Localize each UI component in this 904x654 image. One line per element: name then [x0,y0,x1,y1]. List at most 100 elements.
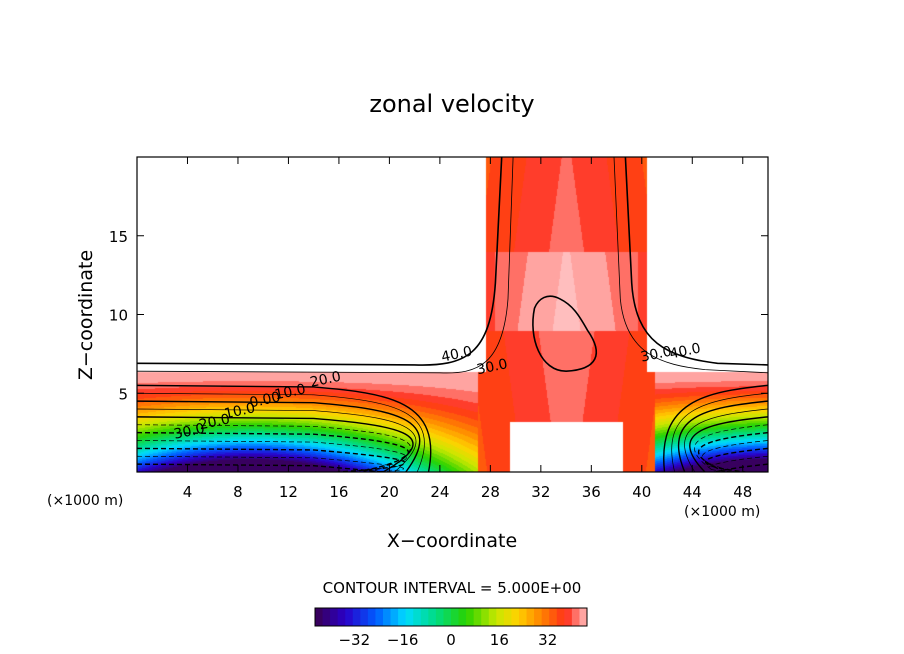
x-tick-label: 48 [733,483,752,501]
colorbar-level [398,608,406,626]
colorbar-level [496,608,505,626]
contour-lines [137,157,768,472]
colorbar-level [367,608,376,626]
colorbar-tick-label: 16 [490,631,509,649]
colorbar-level [466,608,474,626]
x-tick-label: 36 [582,483,601,501]
colorbar-tick-label: 32 [538,631,557,649]
contour-field-image [137,157,768,472]
colorbar-level [405,608,414,626]
x-tick-label: 16 [329,483,348,501]
colorbar-level [428,608,437,626]
colorbar-level [571,608,580,626]
colorbar-level [534,608,542,626]
x-unit-left: (×1000 m) [47,493,123,509]
x-axis-ticks: 4 8 12 16 20 24 28 32 36 40 44 48 [183,157,752,501]
y-axis-ticks: 5 10 15 [109,228,768,403]
colorbar-level [420,608,429,626]
contour-line [137,384,432,472]
contour-line [137,408,417,472]
x-tick-label: 4 [183,483,193,501]
x-axis-label: X−coordinate [387,530,517,552]
contour-line [137,463,390,472]
contour-line [684,408,768,472]
colorbar-level [556,608,565,626]
contour-line [532,295,598,373]
colorbar-level [375,608,384,626]
colorbar-frame [314,607,588,627]
colorbar-level [451,608,459,626]
contour-line [671,392,768,472]
colorbar-tick-label: −32 [338,631,370,649]
colorbar-level [488,608,497,626]
colorbar-level [541,608,550,626]
x-tick-label: 24 [430,483,449,501]
contour-line [137,157,503,366]
contour-line [137,440,407,472]
contour-line [663,384,768,472]
colorbar-level [579,608,588,626]
colorbar-level [564,608,573,626]
contour-line [624,157,768,366]
colorbar-level [345,608,354,626]
colorbar-level [503,608,512,626]
contour-label: 40.0 [440,344,474,366]
contour-interval-note: CONTOUR INTERVAL = 5.000E+00 [323,579,582,597]
colorbar-tick-label: 0 [446,631,456,649]
x-unit-right: (×1000 m) [684,504,760,520]
colorbar-level [360,608,369,626]
contour-label: 40.0 [668,340,702,362]
contour-label: 30.0 [475,356,509,378]
x-tick-label: 20 [380,483,399,501]
contour-line [708,455,768,472]
colorbar-tick-label: −16 [387,631,419,649]
colorbar-level [549,608,558,626]
contour-label: 30.0 [172,421,206,443]
contour-label: 10.0 [273,381,307,403]
contour-label: 20.0 [309,369,343,391]
contour-label: 30.0 [639,344,673,366]
x-tick-label: 12 [279,483,298,501]
colorbar-level [413,608,422,626]
colorbar-stripes [315,608,588,626]
colorbar-level [458,608,467,626]
contour-label: 0.00 [248,389,282,411]
colorbar-ticks: −32 −16 0 16 32 [338,631,557,649]
contour-line [613,157,768,374]
contour-line [137,447,406,472]
x-tick-label: 32 [531,483,550,501]
contour-line [689,416,768,472]
colorbar-level [511,608,520,626]
colorbar-level [337,608,346,626]
y-tick-label: 10 [109,307,128,325]
contour-line [698,431,768,472]
contour-label: 10.0 [223,400,257,422]
contour-label: 20.0 [198,411,232,433]
contour-line [678,400,768,472]
colorbar-level [519,608,527,626]
x-tick-label: 44 [683,483,702,501]
x-tick-label: 40 [632,483,651,501]
contour-line [701,440,768,472]
contour-line [137,392,425,472]
colorbar-level [330,608,338,626]
colorbar-level [443,608,452,626]
colorbar-level [383,608,391,626]
y-tick-label: 5 [118,385,128,403]
contour-field [137,157,768,472]
colorbar-level [526,608,535,626]
y-axis-label: Z−coordinate [75,250,97,380]
colorbar-level [481,608,490,626]
x-tick-label: 28 [481,483,500,501]
contour-line [137,431,409,472]
x-tick-label: 8 [233,483,243,501]
colorbar-level [315,608,323,626]
colorbar-level [322,608,331,626]
colorbar-level [435,608,444,626]
contour-line [137,400,421,472]
colorbar: −32 −16 0 16 32 [314,607,588,649]
chart-title: zonal velocity [369,90,534,118]
contour-line [705,447,768,472]
